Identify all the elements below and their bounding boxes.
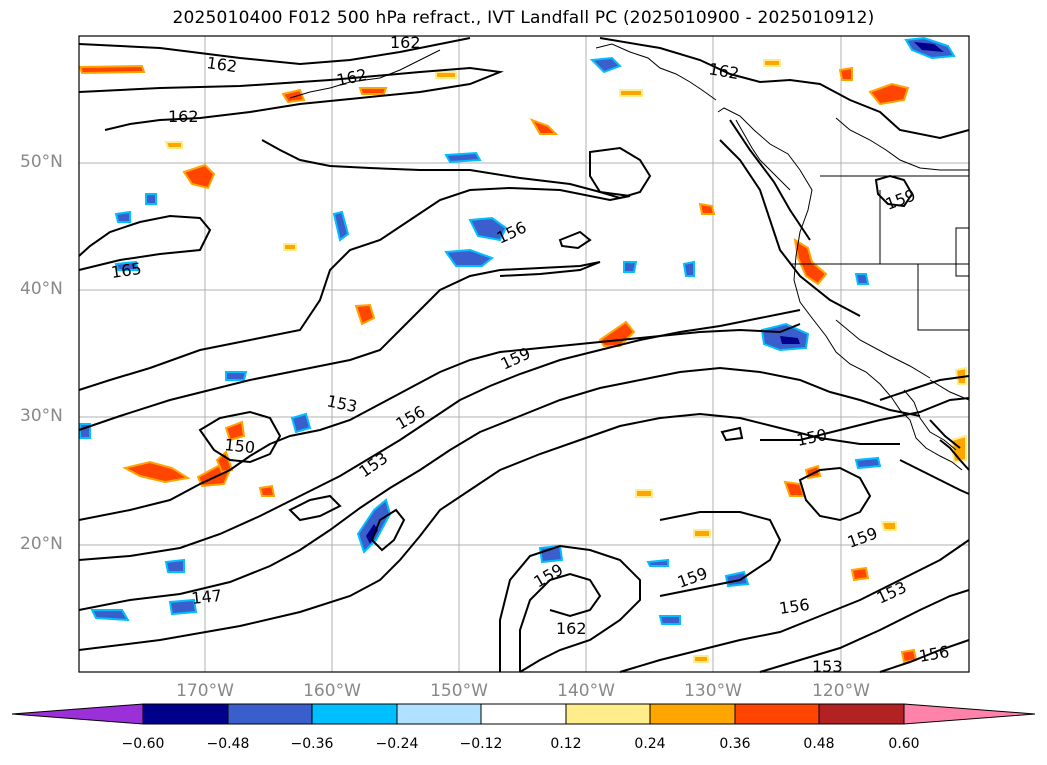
contour-label: 153 <box>812 657 843 676</box>
lon-label: 150°W <box>430 681 488 701</box>
map-background <box>79 36 969 672</box>
lat-label: 20°N <box>20 534 63 554</box>
contour-label: 156 <box>778 595 811 618</box>
contour-label: 162 <box>205 53 238 76</box>
colorbar-tick-label: −0.24 <box>375 736 419 752</box>
contour-label: 147 <box>190 586 222 608</box>
contour-label: 162 <box>168 107 199 126</box>
colorbar-tick-label: 0.48 <box>803 736 835 752</box>
colorbar-tick-label: 0.24 <box>634 736 666 752</box>
coastline <box>289 43 970 471</box>
lon-label: 130°W <box>684 681 742 701</box>
colorbar-segment <box>565 703 651 725</box>
contour-label: 150 <box>224 435 256 457</box>
colorbar-tick-label: 0.60 <box>888 736 920 752</box>
contour-label: 162 <box>556 619 587 638</box>
colorbar-tick-label: −0.48 <box>206 736 250 752</box>
colorbar-segment <box>649 703 736 725</box>
colorbar-tick-label: 0.12 <box>550 736 582 752</box>
colorbar-segment <box>142 703 229 725</box>
lon-label: 170°W <box>176 681 234 701</box>
colorbar-segment <box>227 703 313 725</box>
colorbar-tick-label: −0.60 <box>121 736 165 752</box>
colorbar-segment <box>396 703 482 725</box>
colorbar-segment <box>903 703 1036 725</box>
map-title: 2025010400 F012 500 hPa refract., IVT La… <box>172 8 875 28</box>
colorbar-segment <box>311 703 398 725</box>
colorbar-tick-label: −0.36 <box>290 736 334 752</box>
colorbar-segment <box>818 703 905 725</box>
lon-label: 140°W <box>557 681 615 701</box>
colorbar-segment <box>480 703 567 725</box>
lon-label: 160°W <box>303 681 361 701</box>
contour-label: 162 <box>390 33 421 52</box>
colorbar-segment <box>11 703 144 725</box>
colorbar-tick-label: 0.36 <box>719 736 751 752</box>
lat-label: 30°N <box>20 406 63 426</box>
colorbar-segment <box>734 703 820 725</box>
height-contours <box>78 37 970 673</box>
map-frame <box>78 35 970 673</box>
lat-label: 40°N <box>20 279 63 299</box>
gridlines <box>79 36 969 672</box>
colorbar-tick-label: −0.12 <box>459 736 503 752</box>
anomaly-shading <box>78 36 967 664</box>
lat-label: 50°N <box>20 152 63 172</box>
contour-label: 165 <box>110 259 143 282</box>
colorbar <box>11 703 1036 725</box>
lon-label: 120°W <box>812 681 870 701</box>
